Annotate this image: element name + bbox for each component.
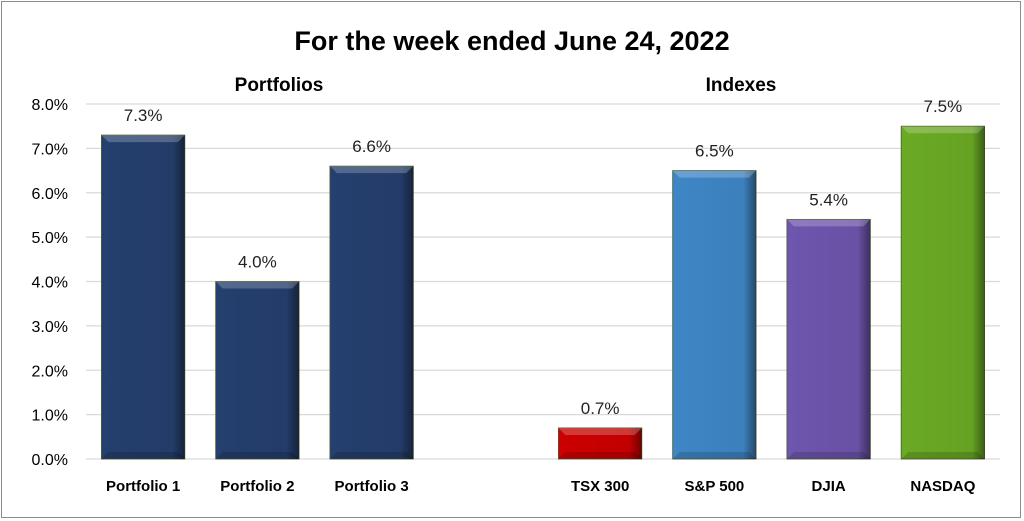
data-label: 7.5%	[924, 97, 963, 116]
bar	[672, 170, 757, 460]
bar-bevel-top	[558, 427, 642, 435]
data-label: 0.7%	[581, 399, 620, 418]
x-category-label: Portfolio 3	[335, 478, 409, 495]
x-category-label: Portfolio 1	[106, 478, 180, 495]
y-tick-label: 3.0%	[32, 319, 68, 336]
bar	[101, 134, 186, 460]
bar	[900, 125, 985, 460]
data-label: 6.6%	[352, 137, 391, 156]
bar	[329, 165, 414, 460]
y-tick-label: 2.0%	[32, 363, 68, 380]
data-label: 5.4%	[809, 190, 848, 209]
x-category-label: DJIA	[812, 478, 846, 495]
data-label: 6.5%	[695, 142, 734, 161]
bar-shade	[101, 135, 185, 459]
bar-bevel-bottom	[558, 452, 642, 459]
x-category-label: TSX 300	[571, 478, 629, 495]
bar-bevel-top	[329, 166, 414, 174]
y-tick-label: 5.0%	[32, 230, 68, 247]
bar-bevel-bottom	[672, 452, 757, 459]
y-tick-label: 8.0%	[32, 97, 68, 114]
bar-bevel-top	[901, 126, 985, 134]
bar-bevel-bottom	[329, 452, 414, 459]
bar-bevel-bottom	[101, 452, 185, 459]
bar-bevel-top	[672, 170, 757, 178]
data-label: 7.3%	[124, 106, 163, 125]
bar	[215, 281, 300, 460]
bar-bevel-top	[786, 219, 871, 227]
y-tick-label: 7.0%	[32, 141, 68, 158]
y-tick-label: 6.0%	[32, 186, 68, 203]
bar-bevel-bottom	[901, 452, 985, 459]
chart-title: For the week ended June 24, 2022	[294, 26, 729, 56]
x-category-label: Portfolio 2	[220, 478, 294, 495]
x-category-label: S&P 500	[684, 478, 744, 495]
bar	[786, 218, 871, 460]
bar-shade	[329, 166, 414, 459]
bar-shade	[901, 126, 985, 459]
bar-shade	[558, 427, 642, 459]
data-label: 4.0%	[238, 253, 277, 272]
bar	[558, 427, 643, 460]
bar-bevel-bottom	[786, 452, 871, 459]
group-label-portfolios: Portfolios	[235, 75, 324, 96]
group-label-indexes: Indexes	[706, 75, 777, 96]
bar-bevel-top	[101, 135, 185, 143]
y-tick-label: 4.0%	[32, 275, 68, 292]
bar-shade	[215, 281, 300, 459]
bar-bevel-bottom	[215, 452, 300, 459]
x-category-label: NASDAQ	[910, 478, 975, 495]
bar-shade	[672, 170, 757, 459]
bar-bevel-top	[215, 281, 300, 289]
bar-shade	[786, 219, 871, 459]
y-tick-label: 0.0%	[32, 452, 68, 469]
y-tick-label: 1.0%	[32, 408, 68, 425]
